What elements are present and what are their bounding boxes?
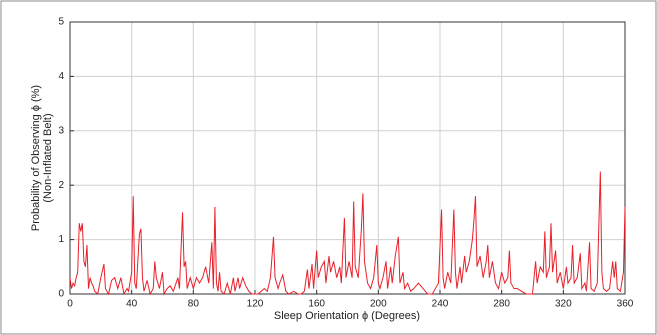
- plot-area: [70, 22, 625, 294]
- x-tick-label: 160: [308, 299, 325, 310]
- y-tick-label: 1: [58, 234, 64, 245]
- y-tick-label: 4: [58, 71, 64, 82]
- x-tick-label: 40: [126, 299, 138, 310]
- line: [69, 171, 626, 296]
- x-tick-label: 240: [432, 299, 449, 310]
- x-tick-label: 320: [555, 299, 572, 310]
- y-tick-label: 2: [58, 180, 64, 191]
- y-tick-label: 3: [58, 125, 64, 136]
- y-axis-label: Probability of Observing ϕ (%): [30, 85, 42, 231]
- x-tick-label: 0: [67, 299, 73, 310]
- axes-box: [69, 21, 626, 295]
- x-tick-label: 360: [617, 299, 634, 310]
- x-tick-label: 280: [493, 299, 510, 310]
- y-tick-label: 5: [58, 17, 64, 28]
- x-axis-label: Sleep Orientation ϕ (Degrees): [274, 310, 420, 322]
- x-tick-label: 120: [247, 299, 264, 310]
- x-tick-label: 80: [188, 299, 200, 310]
- x-tick-label: 200: [370, 299, 387, 310]
- y-tick-label: 0: [58, 289, 64, 300]
- y-axis-label: (Non-Inflated Belt): [42, 113, 54, 202]
